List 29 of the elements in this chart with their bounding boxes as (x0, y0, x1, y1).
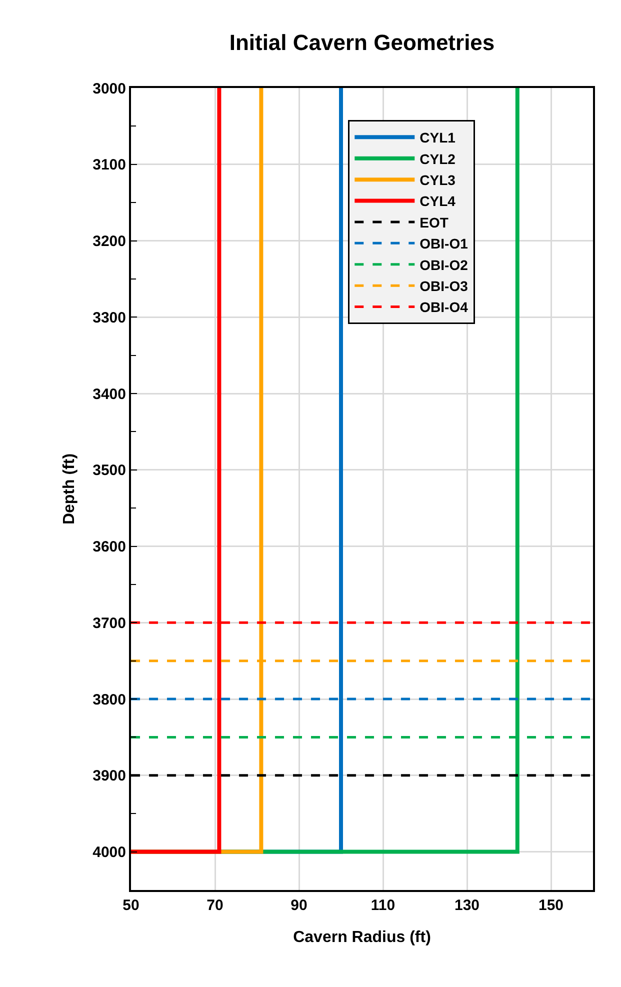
y-tick-label: 3500 (92, 462, 126, 480)
y-tick-label: 3400 (92, 386, 126, 403)
x-tick-label: 130 (454, 897, 480, 914)
x-tick-label: 50 (122, 897, 140, 914)
legend-label: CYL4 (420, 193, 456, 210)
x-tick-label: 110 (370, 897, 396, 914)
x-tick-label: 150 (538, 897, 564, 914)
y-tick-label: 3300 (92, 309, 126, 326)
legend-label: CYL2 (420, 150, 456, 167)
legend-label: CYL1 (420, 130, 456, 146)
y-tick-label: 3000 (92, 80, 126, 98)
x-axis-title: Cavern Radius (ft) (293, 929, 431, 946)
x-tick-label: 90 (290, 897, 308, 914)
y-axis-title: Depth (ft) (61, 453, 78, 525)
legend-label: EOT (420, 214, 449, 230)
legend-label: OBI-O1 (420, 236, 468, 252)
chart-title: Initial Cavern Geometries (229, 30, 495, 56)
legend-label: OBI-O4 (420, 299, 468, 316)
legend-label: CYL3 (420, 172, 456, 188)
y-tick-label: 3800 (92, 691, 126, 708)
x-tick-label: 70 (206, 897, 224, 914)
y-tick-label: 3600 (92, 538, 126, 556)
y-tick-label: 3900 (92, 768, 126, 785)
legend-label: OBI-O2 (420, 256, 468, 273)
y-tick-label: 3100 (92, 156, 126, 174)
y-tick-label: 4000 (92, 844, 126, 862)
legend-label: OBI-O3 (420, 278, 468, 294)
y-tick-label: 3200 (92, 233, 126, 250)
y-tick-label: 3700 (92, 614, 126, 632)
